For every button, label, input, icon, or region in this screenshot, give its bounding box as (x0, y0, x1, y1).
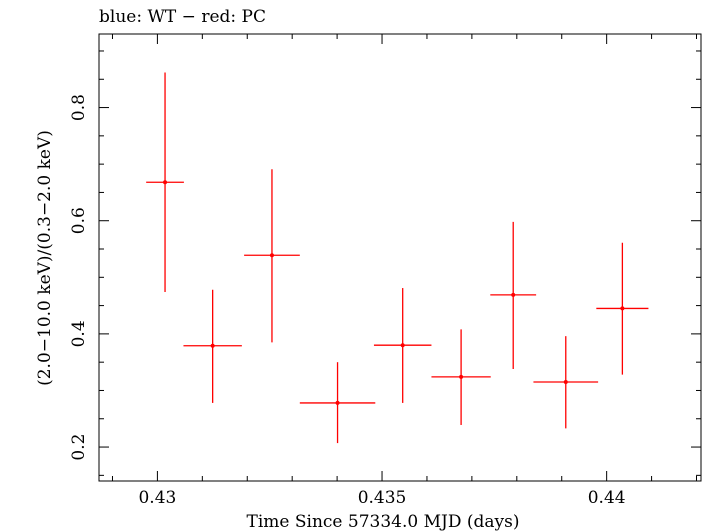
data-point (596, 242, 649, 375)
x-tick-label: 0.43 (138, 488, 176, 508)
data-point (244, 169, 300, 343)
point-marker (335, 400, 340, 405)
point-marker (459, 374, 464, 379)
point-marker (400, 343, 405, 348)
data-point (299, 362, 376, 444)
point-marker (511, 292, 516, 297)
y-tick-label: 0.6 (69, 207, 89, 234)
y-axis-label: (2.0−10.0 keV)/(0.3−2.0 keV) (35, 130, 55, 386)
y-tick-label: 0.8 (69, 94, 89, 121)
y-tick-label: 0.2 (69, 434, 89, 461)
tick-labels: 0.43 0.435 0.44 0.2 0.4 0.6 0.8 (69, 94, 626, 508)
y-tick-label: 0.4 (69, 320, 89, 347)
data-points (146, 72, 649, 444)
data-point (490, 221, 537, 369)
point-marker (163, 180, 168, 185)
point-marker (269, 253, 274, 258)
x-tick-label: 0.435 (358, 488, 407, 508)
data-point (183, 289, 242, 403)
point-marker (620, 306, 625, 311)
data-point (533, 336, 599, 429)
x-axis-label: Time Since 57334.0 MJD (days) (247, 512, 520, 532)
plot-frame (98, 33, 702, 482)
data-point (146, 72, 184, 293)
point-marker (563, 379, 568, 384)
point-marker (210, 343, 215, 348)
axis-ticks (99, 34, 701, 481)
chart-title: blue: WT − red: PC (99, 7, 266, 27)
x-tick-label: 0.44 (588, 488, 626, 508)
data-point (431, 329, 491, 425)
data-point (373, 288, 432, 403)
